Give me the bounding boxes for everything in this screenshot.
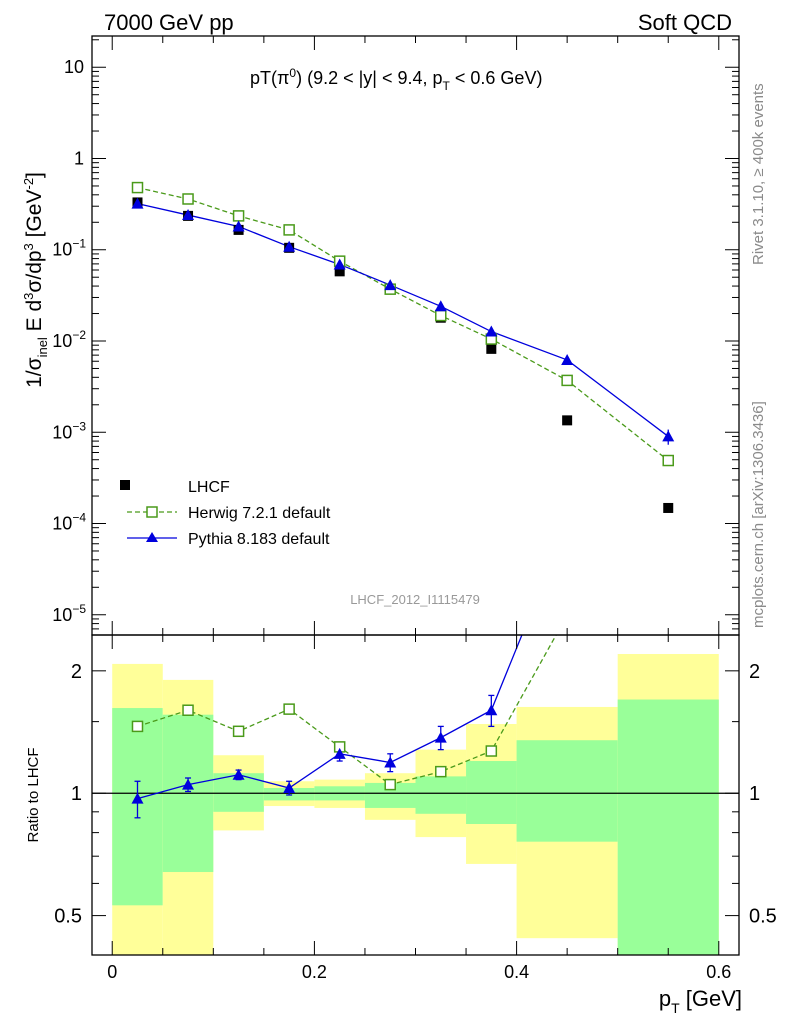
herwig-point bbox=[561, 374, 573, 387]
legend-lhcf-label: LHCF bbox=[188, 479, 230, 496]
pythia-point bbox=[283, 240, 296, 252]
main-ytick-label: 10−5 bbox=[52, 602, 86, 625]
mcplots-label: mcplots.cern.ch [arXiv:1306.3436] bbox=[750, 401, 767, 628]
ratio-pythia-point bbox=[384, 756, 397, 768]
pythia-point bbox=[182, 209, 195, 221]
main-panel-marks bbox=[131, 181, 675, 513]
ratio-pythia-point bbox=[333, 747, 346, 759]
main-ytick-label: 10−1 bbox=[52, 237, 86, 260]
ratio-herwig-line bbox=[137, 635, 557, 786]
ratio-y-axis-label: Ratio to LHCF bbox=[25, 747, 42, 842]
ratio-ytick-label-right: 2 bbox=[749, 661, 760, 683]
legend-herwig-label: Herwig 7.2.1 default bbox=[188, 505, 331, 522]
legend: LHCF Herwig 7.2.1 default Pythia 8.183 d… bbox=[120, 479, 331, 548]
x-tick-label: 0.4 bbox=[504, 962, 529, 982]
ratio-pythia-point bbox=[283, 781, 296, 793]
pythia-point bbox=[131, 197, 144, 209]
pythia-point bbox=[333, 258, 346, 270]
ratio-pythia-point bbox=[182, 778, 195, 790]
main-ytick-label: 1 bbox=[74, 148, 84, 168]
main-ytick-label: 10−3 bbox=[52, 419, 86, 442]
ratio-ytick-label-right: 0.5 bbox=[749, 906, 777, 928]
ratio-pythia-line bbox=[137, 635, 523, 800]
x-tick-label: 0.6 bbox=[706, 962, 731, 982]
x-tick-label: 0 bbox=[107, 962, 117, 982]
ratio-pythia-point bbox=[434, 731, 447, 743]
band-inner-9 bbox=[617, 699, 719, 955]
ratio-uncertainty-bands bbox=[112, 654, 719, 955]
ratio-ytick-label-left: 1 bbox=[71, 783, 82, 805]
legend-lhcf-marker bbox=[120, 480, 130, 490]
pythia-point bbox=[384, 279, 397, 291]
band-inner-6 bbox=[415, 776, 467, 814]
lhcf-point bbox=[663, 502, 674, 513]
ratio-herwig-point bbox=[485, 745, 498, 757]
ratio-ytick-label-left: 0.5 bbox=[54, 906, 82, 928]
ratio-pythia-point bbox=[485, 704, 498, 716]
ratio-panel-marks bbox=[131, 468, 674, 819]
lhcf-point bbox=[562, 415, 573, 426]
legend-pythia-label: Pythia 8.183 default bbox=[188, 531, 330, 548]
lhcf-point bbox=[486, 343, 497, 354]
lhcf-point bbox=[334, 266, 345, 277]
x-tick-label: 0.2 bbox=[302, 962, 327, 982]
header-process-label: Soft QCD bbox=[638, 10, 732, 35]
pythia-point bbox=[434, 300, 447, 312]
ratio-herwig-point bbox=[232, 725, 245, 738]
legend-herwig-marker bbox=[146, 506, 158, 518]
main-ytick-label: 10−2 bbox=[52, 328, 86, 351]
ratio-ytick-label-left: 2 bbox=[71, 661, 82, 683]
herwig-line bbox=[137, 186, 669, 462]
pythia-line bbox=[137, 203, 669, 437]
pythia-point bbox=[662, 430, 675, 442]
ratio-ytick-label-right: 1 bbox=[749, 783, 760, 805]
herwig-point bbox=[283, 224, 295, 236]
analysis-watermark: LHCF_2012_I1115479 bbox=[350, 592, 480, 607]
rivet-label: Rivet 3.1.10, ≥ 400k events bbox=[750, 83, 767, 265]
band-inner-7 bbox=[466, 761, 517, 825]
herwig-point bbox=[182, 193, 194, 205]
ratio-pythia-point bbox=[232, 768, 245, 780]
ratio-herwig-point bbox=[182, 704, 194, 716]
header-energy-label: 7000 GeV pp bbox=[104, 10, 234, 35]
main-ytick-label: 10−4 bbox=[52, 511, 86, 534]
pythia-point bbox=[561, 353, 574, 365]
ratio-herwig-point bbox=[435, 765, 447, 778]
axis-tick-labels: 10 1 10−1 10−2 10−3 10−4 10−5 0 0.2 0.4 0.6 0.5 0.5 1… bbox=[52, 57, 777, 982]
main-y-axis-label: 1/σinel E d3σ/dp3 [GeV-2] bbox=[21, 172, 50, 388]
ratio-herwig-point bbox=[663, 577, 673, 587]
herwig-point bbox=[131, 181, 144, 194]
ratio-herwig-point bbox=[283, 703, 295, 715]
main-ytick-label: 10 bbox=[64, 57, 84, 77]
legend-pythia-marker bbox=[146, 532, 158, 542]
axis-ticks bbox=[92, 36, 739, 955]
main-plot-title: pT(π0) (9.2 < |y| < 9.4, pT < 0.6 GeV) bbox=[250, 66, 542, 93]
ratio-pythia-point bbox=[131, 792, 144, 804]
pythia-point bbox=[485, 325, 498, 337]
herwig-point bbox=[232, 210, 245, 222]
ratio-herwig-point bbox=[384, 778, 396, 791]
x-axis-label: pT [GeV] bbox=[659, 986, 742, 1016]
herwig-point bbox=[662, 454, 674, 467]
ratio-herwig-point bbox=[562, 610, 572, 620]
pythia-point bbox=[232, 220, 245, 232]
ratio-herwig-point bbox=[131, 720, 144, 733]
ratio-pythia-point bbox=[662, 468, 674, 479]
ratio-pythia-point bbox=[561, 518, 573, 529]
herwig-point bbox=[435, 309, 447, 322]
band-inner-8 bbox=[516, 740, 618, 842]
